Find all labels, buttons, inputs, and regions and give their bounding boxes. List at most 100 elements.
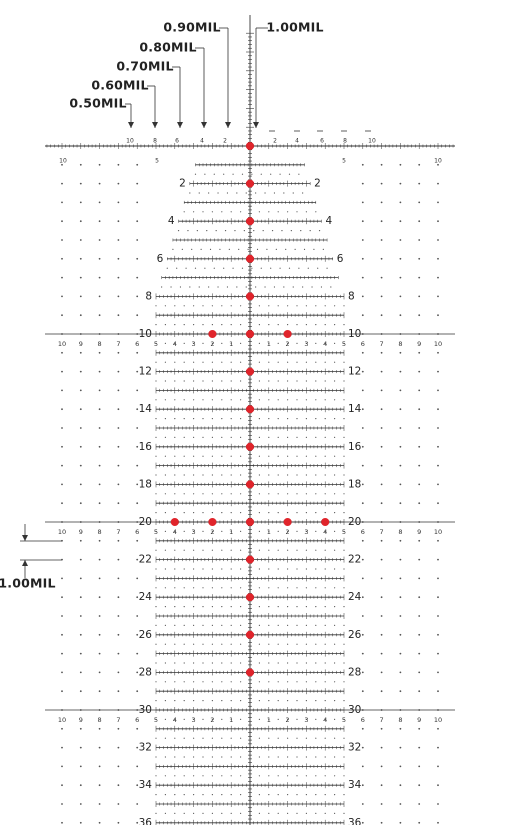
ladder-dot — [277, 775, 279, 777]
grid-dot — [117, 314, 120, 317]
ladder-dot — [155, 643, 157, 645]
grid-dot — [399, 633, 402, 636]
grid-dot — [61, 596, 63, 599]
ladder-dot — [202, 737, 204, 739]
ladder-dot — [155, 380, 157, 382]
ladder-dot — [183, 211, 185, 213]
callout-arrow — [128, 122, 134, 128]
ladder-dot — [193, 606, 195, 608]
ladder-dot — [177, 230, 180, 232]
ladder-dot — [296, 211, 298, 213]
ladder-dot — [230, 511, 232, 514]
ladder-dot — [221, 361, 223, 363]
ladder-dot — [343, 380, 345, 382]
ladder-dot — [213, 267, 215, 269]
grid-dot — [61, 803, 63, 805]
ladder-dot — [268, 324, 270, 326]
ladder-dot — [343, 493, 345, 495]
grid-dot — [61, 483, 63, 486]
grid-dot — [117, 539, 120, 542]
ladder-dot — [174, 342, 176, 344]
ladder-dot — [268, 643, 270, 645]
ladder-dot — [155, 737, 157, 739]
ladder-dot — [230, 568, 232, 570]
ladder-dot — [296, 399, 298, 401]
grid-dot — [399, 596, 402, 599]
ladder-dot — [268, 474, 270, 476]
ladder-dot — [315, 436, 317, 438]
grid-dot — [361, 163, 364, 166]
ladder-dot — [202, 662, 204, 664]
ladder-dot — [334, 530, 336, 533]
grid-dot — [418, 257, 421, 260]
grid-dot — [437, 427, 439, 429]
ladder-dot — [174, 530, 176, 533]
ladder-dot — [343, 737, 345, 739]
ladder-dot — [221, 211, 223, 213]
ladder-dot — [324, 511, 326, 514]
callout-arrow — [177, 122, 183, 128]
ladder-dot — [268, 418, 270, 420]
ladder-dot — [230, 474, 232, 476]
ladder-dot — [174, 794, 176, 796]
grid-dot — [136, 295, 139, 298]
ladder-dot — [334, 511, 336, 514]
windage-label: 7 — [380, 716, 384, 724]
ladder-dot — [174, 436, 176, 438]
ladder-dot — [202, 493, 204, 495]
grid-dot — [98, 408, 101, 411]
ladder-dot — [249, 568, 251, 570]
elevation-label: 32 — [139, 742, 152, 754]
grid-dot — [399, 784, 402, 787]
grid-dot — [361, 502, 364, 505]
ladder-dot — [155, 324, 157, 326]
grid-dot — [79, 276, 82, 279]
grid-dot — [361, 220, 364, 223]
ladder-dot — [296, 455, 298, 457]
ladder-dot — [296, 756, 298, 758]
ladder-dot — [249, 493, 251, 495]
ladder-dot — [343, 775, 345, 777]
ladder-dot — [324, 361, 326, 363]
ladder-dot — [305, 662, 307, 664]
windage-label: 1 — [267, 340, 271, 348]
grid-dot — [418, 558, 421, 561]
elevation-label: 28 — [348, 666, 361, 678]
ladder-dot — [164, 493, 166, 495]
ladder-dot — [324, 587, 326, 589]
ladder-dot — [324, 324, 326, 326]
ladder-dot — [305, 756, 307, 758]
ladder-dot — [258, 568, 260, 570]
ladder-dot — [183, 418, 185, 420]
ladder-dot — [241, 173, 244, 175]
ladder-dot — [324, 342, 326, 344]
grid-dot — [136, 445, 139, 448]
ladder-dot — [296, 662, 298, 664]
ladder-dot — [315, 361, 317, 363]
ladder-dot — [193, 474, 195, 476]
grid-dot — [117, 276, 120, 279]
grid-dot — [361, 615, 364, 617]
ladder-dot — [294, 248, 296, 250]
ladder-dot — [287, 700, 289, 702]
ladder-dot — [296, 737, 298, 739]
windage-label: 9 — [417, 340, 421, 348]
ladder-dot — [193, 511, 195, 514]
windage-label: 7 — [116, 340, 120, 348]
ladder-dot — [221, 568, 223, 570]
ladder-dot — [155, 812, 157, 815]
grid-dot — [98, 633, 101, 636]
ladder-dot — [288, 173, 291, 175]
ladder-dot — [164, 662, 166, 664]
elevation-label: 8 — [348, 290, 355, 302]
grid-dot — [79, 633, 82, 636]
ladder-dot — [277, 756, 279, 758]
ladder-dot — [287, 775, 289, 777]
grid-dot — [418, 389, 421, 392]
grid-dot — [136, 163, 139, 166]
ladder-dot — [324, 549, 326, 551]
ladder-dot — [324, 305, 326, 307]
ladder-dot — [249, 342, 251, 344]
ladder-dot — [264, 286, 266, 288]
ladder-dot — [202, 380, 204, 382]
